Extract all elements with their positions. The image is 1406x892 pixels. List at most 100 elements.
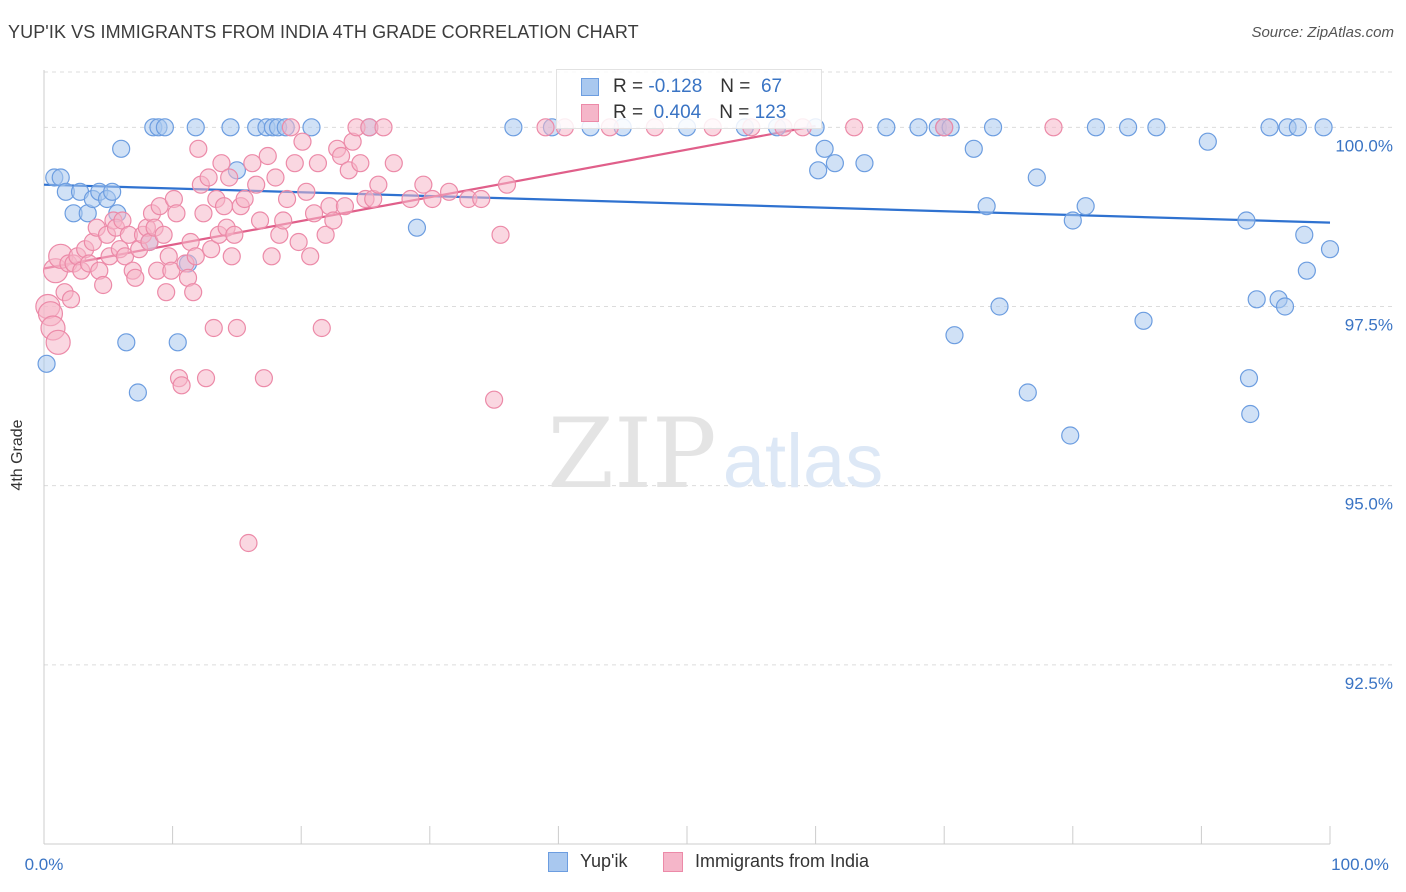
point-yupik: [909, 118, 928, 137]
point-india: [202, 240, 221, 259]
axes: [43, 70, 1331, 845]
point-india: [199, 168, 218, 187]
point-yupik: [1247, 290, 1266, 309]
point-india: [324, 211, 343, 230]
point-india: [384, 154, 403, 173]
point-yupik: [1076, 197, 1095, 216]
point-india: [214, 197, 234, 216]
legend-swatch-india: [663, 851, 683, 872]
point-india: [254, 369, 274, 388]
point-india: [369, 175, 388, 194]
point-india: [227, 318, 246, 338]
point-india: [281, 118, 301, 137]
point-yupik: [1295, 225, 1314, 244]
point-india: [374, 118, 393, 137]
point-yupik: [1320, 240, 1340, 259]
point-india: [154, 225, 173, 244]
point-india: [61, 290, 81, 309]
source-label: Source: ZipAtlas.com: [1251, 24, 1394, 41]
point-yupik: [186, 118, 205, 137]
legend-n-label: N =: [719, 102, 750, 123]
point-india: [277, 189, 297, 209]
point-india: [196, 369, 216, 388]
point-yupik: [1288, 118, 1307, 137]
point-india: [497, 175, 517, 194]
point-yupik: [977, 197, 996, 216]
point-india: [414, 175, 433, 194]
point-yupik: [221, 118, 240, 137]
point-india: [250, 211, 270, 230]
point-yupik: [155, 118, 174, 137]
point-yupik: [964, 139, 983, 158]
point-india: [162, 261, 181, 280]
point-india: [266, 168, 285, 187]
point-india: [439, 182, 459, 201]
point-yupik: [990, 297, 1009, 316]
point-india: [312, 318, 331, 338]
point-india: [220, 168, 239, 187]
legend-r-label: R =: [613, 76, 644, 97]
point-yupik: [1314, 118, 1333, 137]
point-yupik: [945, 326, 964, 345]
y-tick-label: 100.0%: [1335, 136, 1393, 155]
point-india: [536, 118, 555, 137]
point-india: [423, 189, 442, 209]
chart-title: YUP'IK VS IMMIGRANTS FROM INDIA 4TH GRAD…: [8, 22, 639, 42]
point-india: [297, 182, 316, 201]
legend-r-label: R =: [613, 102, 644, 123]
legend-item-yupik[interactable]: Yup'ik: [548, 851, 627, 872]
point-india: [274, 211, 293, 230]
point-yupik: [1297, 261, 1316, 280]
point-yupik: [825, 154, 844, 173]
point-india: [94, 275, 113, 295]
point-yupik: [1063, 211, 1082, 230]
point-yupik: [128, 383, 147, 402]
point-yupik: [112, 139, 131, 158]
watermark-atlas: atlas: [723, 419, 884, 504]
point-india: [239, 533, 258, 553]
point-yupik: [1275, 297, 1295, 316]
point-india: [1044, 118, 1063, 137]
point-yupik: [407, 218, 427, 237]
legend-swatch-yupik: [548, 851, 568, 872]
point-india: [150, 197, 169, 216]
legend-n-value: 123: [754, 102, 787, 123]
point-yupik: [983, 118, 1003, 137]
point-india: [351, 154, 370, 173]
y-tick-label: 95.0%: [1345, 495, 1393, 514]
watermark-zip: ZIP: [547, 398, 716, 510]
point-yupik: [815, 139, 834, 158]
point-india: [331, 146, 351, 166]
legend-label-yupik: Yup'ik: [580, 851, 628, 871]
point-india: [167, 204, 186, 223]
point-yupik: [1061, 426, 1080, 445]
point-india: [845, 118, 864, 137]
legend-r-value: -0.128: [648, 76, 703, 97]
point-yupik: [1198, 132, 1217, 151]
point-yupik: [877, 118, 896, 137]
legend-row-india: R = 0.404 N = 123: [581, 101, 786, 125]
point-yupik: [1118, 118, 1138, 137]
point-india: [301, 247, 320, 266]
point-yupik: [1147, 118, 1166, 137]
legend-label-india: Immigrants from India: [695, 851, 870, 871]
point-india: [935, 118, 954, 137]
point-yupik: [1018, 383, 1037, 402]
point-india: [235, 189, 254, 209]
point-yupik: [809, 161, 828, 180]
point-india: [222, 247, 241, 266]
y-tick-label: 97.5%: [1345, 316, 1393, 335]
point-india: [186, 247, 205, 266]
point-yupik: [855, 154, 874, 173]
y-tick-label: 92.5%: [1345, 674, 1393, 693]
point-india: [157, 283, 176, 302]
point-india: [491, 225, 510, 244]
point-india: [335, 197, 355, 216]
point-yupik: [1260, 118, 1279, 137]
correlation-legend: R = -0.128 N = 67 R = 0.404 N = 123: [556, 69, 822, 129]
point-india: [243, 154, 262, 173]
point-yupik: [302, 118, 321, 137]
point-yupik: [1134, 311, 1153, 330]
legend-item-india[interactable]: Immigrants from India: [663, 851, 869, 872]
